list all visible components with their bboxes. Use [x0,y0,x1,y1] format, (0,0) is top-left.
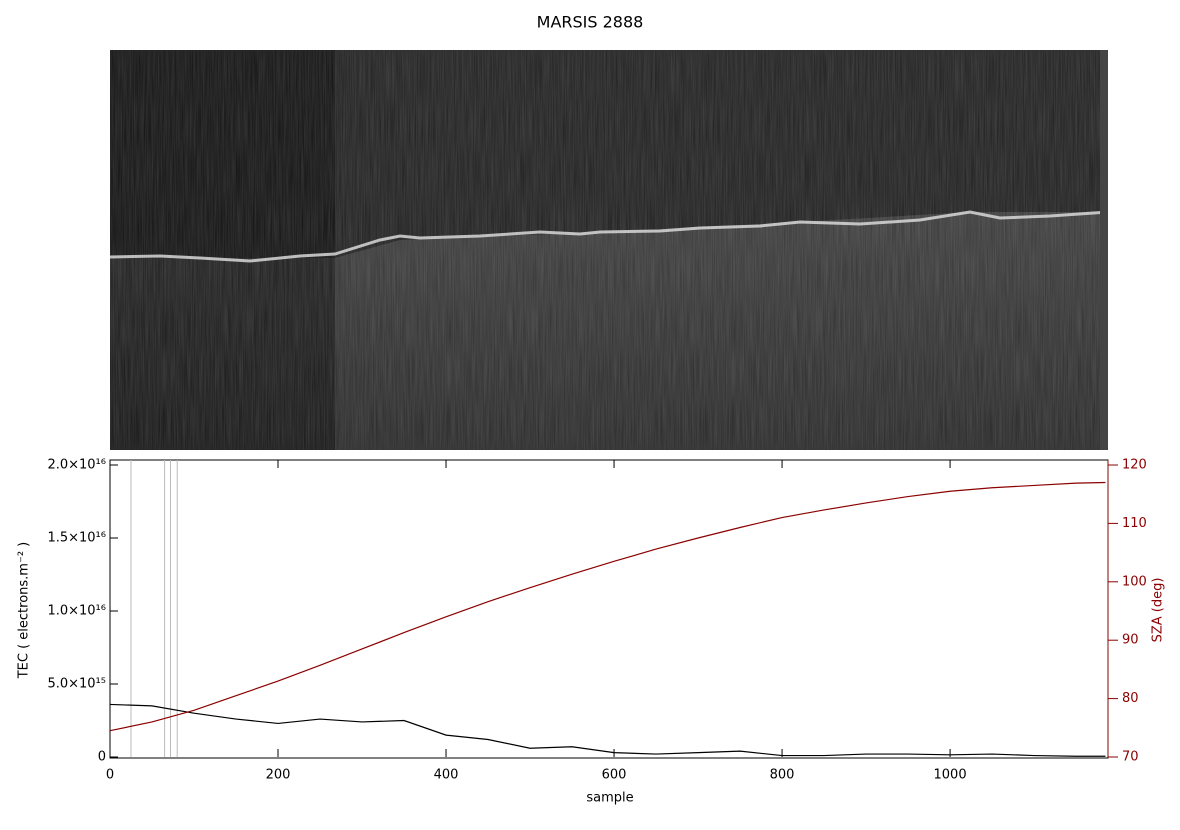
y-tick-label: 2.0×10¹⁶ [47,458,106,473]
radargram [109,50,1109,450]
radargram-edge [1100,50,1108,450]
y-tick-label: 0 [98,750,106,765]
x-tick-label: 1000 [934,768,967,783]
y-tick-label: 1.0×10¹⁶ [47,604,106,619]
series-line [109,481,1106,732]
series-line [109,703,1106,757]
y2-tick-label: 100 [1122,574,1147,589]
x-tick-label: 600 [602,768,627,783]
y2-tick-label: 80 [1122,691,1139,706]
x-tick-label: 400 [434,768,459,783]
y2-tick-label: 70 [1122,750,1139,765]
radargram-noise [110,50,1108,450]
y2-tick-label: 110 [1122,516,1147,531]
y2-tick-label: 120 [1122,458,1147,473]
x-tick-label: 800 [770,768,795,783]
radargram-surface-echo [109,210,1109,263]
chart-title: MARSIS 2888 [537,13,644,32]
plot-frame [109,459,1109,759]
y2-tick-label: 90 [1122,633,1139,648]
y-tick-label: 5.0×10¹⁵ [47,677,106,692]
x-tick-label: 0 [106,768,114,783]
y-axis-label: TEC ( electrons.m⁻² ) [17,542,32,680]
x-axis-label: sample [586,791,633,806]
y2-axis-label: SZA (deg) [1151,578,1166,643]
y-tick-label: 1.5×10¹⁶ [47,531,106,546]
plot-area [109,459,1109,759]
x-tick-label: 200 [266,768,291,783]
